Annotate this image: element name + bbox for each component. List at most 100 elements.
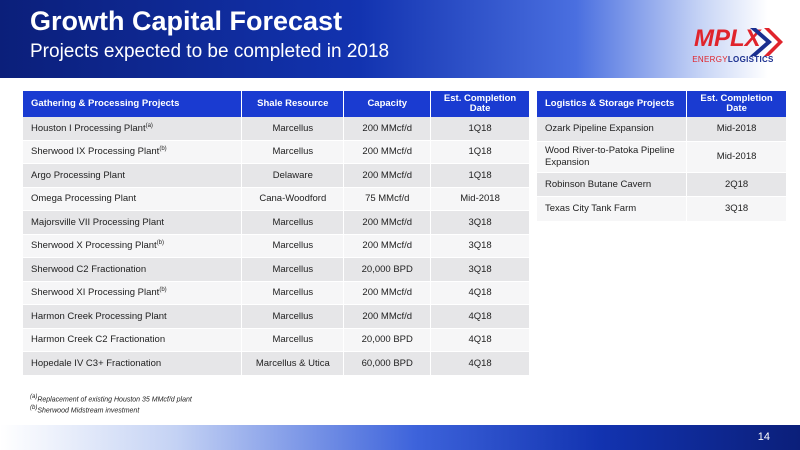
footnote-marker: (b) [156, 240, 165, 247]
project-name-cell: Sherwood IX Processing Plant(b) [23, 140, 243, 164]
shale-resource-cell: Marcellus [242, 258, 345, 282]
completion-date-cell: 3Q18 [431, 211, 530, 235]
footnote-marker: (b) [159, 287, 167, 294]
capacity-cell: 75 MMcf/d [344, 187, 432, 211]
logo-tagline-energy: ENERGY [692, 55, 728, 64]
table-row: Texas City Tank Farm 3Q18 [537, 197, 787, 222]
logistics-date-cell: 2Q18 [687, 172, 787, 197]
col-header-logistics-date: Est. Completion Date [687, 91, 787, 117]
logistics-project-cell: Wood River-to-Patoka Pipeline Expansion [537, 141, 688, 173]
footnote-a-mark: (a) [30, 394, 38, 400]
project-name: Harmon Creek Processing Plant [31, 310, 167, 322]
footnote-a: (a)Replacement of existing Houston 35 MM… [30, 393, 192, 404]
col-header-logistics-project: Logistics & Storage Projects [537, 91, 688, 117]
table-row: Robinson Butane Cavern 2Q18 [537, 172, 787, 197]
col-header-date: Est. Completion Date [431, 91, 530, 117]
capacity-cell: 200 MMcf/d [344, 117, 432, 141]
completion-date-cell: 3Q18 [431, 258, 530, 282]
col-header-shale: Shale Resource [242, 91, 345, 117]
footnote-marker: (a) [145, 122, 153, 129]
table-row: Sherwood C2 Fractionation Marcellus 20,000… [23, 258, 530, 282]
col-header-project: Gathering & Processing Projects [23, 91, 243, 117]
page-subtitle: Projects expected to be completed in 201… [30, 41, 390, 62]
capacity-cell: 200 MMcf/d [344, 234, 432, 258]
completion-date-cell: 3Q18 [431, 234, 530, 258]
completion-date-cell: 1Q18 [431, 117, 530, 141]
gathering-processing-table: Gathering & Processing Projects Shale Re… [23, 91, 530, 376]
project-name: Sherwood XI Processing Plant [31, 287, 160, 299]
project-name-cell: Harmon Creek Processing Plant [23, 305, 243, 329]
table-row: Harmon Creek C2 Fractionation Marcellus 20… [23, 328, 530, 352]
table-row: Argo Processing Plant Delaware 200 MMcf/d 1… [23, 164, 530, 188]
header-banner: Growth Capital Forecast Projects expecte… [0, 0, 800, 78]
mplx-logo: MPLX [694, 25, 783, 56]
footnote-b-mark: (b) [30, 405, 38, 412]
logistics-project-cell: Texas City Tank Farm [537, 197, 688, 222]
logistics-date-cell: Mid-2018 [687, 117, 787, 142]
capacity-cell: 60,000 BPD [344, 352, 432, 376]
shale-resource-cell: Marcellus [242, 234, 345, 258]
table-row: Wood River-to-Patoka Pipeline Expansion M… [537, 141, 787, 173]
logo-chevron-red [764, 28, 783, 56]
completion-date-cell: 4Q18 [431, 305, 530, 329]
footnote-marker: (b) [159, 146, 167, 153]
capacity-cell: 200 MMcf/d [344, 211, 432, 235]
project-name-cell: Omega Processing Plant [23, 187, 243, 211]
logo-tagline-logistics: LOGISTICS [727, 55, 774, 64]
logistics-project-cell: Robinson Butane Cavern [537, 172, 688, 197]
completion-date-cell: 1Q18 [431, 164, 530, 188]
project-name: Omega Processing Plant [31, 193, 137, 205]
logistics-date-cell: 3Q18 [687, 197, 787, 222]
shale-resource-cell: Marcellus [242, 117, 345, 141]
project-name: Hopedale IV C3+ Fractionation [31, 357, 162, 369]
footnote-a-text: Replacement of existing Houston 35 MMcf/… [37, 396, 192, 404]
table-row: Hopedale IV C3+ Fractionation Marcellus &… [23, 352, 530, 376]
project-name-cell: Argo Processing Plant [23, 164, 243, 188]
capacity-cell: 200 MMcf/d [344, 164, 432, 188]
project-name: Sherwood C2 Fractionation [31, 263, 147, 275]
completion-date-cell: 4Q18 [431, 328, 530, 352]
capacity-cell: 200 MMcf/d [344, 140, 432, 164]
logo-wordmark: MPLX [694, 25, 763, 52]
project-name: Houston I Processing Plant [31, 122, 146, 134]
footnote-b: (b)Sherwood Midstream investment [30, 404, 192, 415]
project-name: Majorsville VII Processing Plant [31, 216, 165, 228]
project-name-cell: Sherwood X Processing Plant(b) [23, 234, 243, 258]
table-row: Omega Processing Plant Cana-Woodford 75 MM… [23, 187, 530, 211]
table-row: Majorsville VII Processing Plant Marcellu… [23, 211, 530, 235]
completion-date-cell: 4Q18 [431, 352, 530, 376]
footnote-b-text: Sherwood Midstream investment [37, 407, 140, 415]
completion-date-cell: Mid-2018 [431, 187, 530, 211]
shale-resource-cell: Marcellus [242, 328, 345, 352]
footer-banner [0, 425, 800, 450]
logo-tagline: ENERGYLOGISTICS [678, 55, 788, 64]
project-name-cell: Sherwood XI Processing Plant(b) [23, 281, 243, 305]
logistics-project-cell: Ozark Pipeline Expansion [537, 117, 688, 142]
shale-resource-cell: Delaware [242, 164, 345, 188]
page-title: Growth Capital Forecast [30, 6, 343, 36]
project-name: Argo Processing Plant [31, 169, 125, 181]
footnotes: (a)Replacement of existing Houston 35 MM… [30, 393, 192, 416]
logistics-storage-table: Logistics & Storage Projects Est. Comple… [537, 91, 787, 222]
capacity-cell: 20,000 BPD [344, 258, 432, 282]
project-name-cell: Harmon Creek C2 Fractionation [23, 328, 243, 352]
project-name: Harmon Creek C2 Fractionation [31, 334, 166, 346]
shale-resource-cell: Marcellus [242, 305, 345, 329]
completion-date-cell: 1Q18 [431, 140, 530, 164]
shale-resource-cell: Marcellus [242, 140, 345, 164]
completion-date-cell: 4Q18 [431, 281, 530, 305]
table-row: Sherwood IX Processing Plant(b) Marcellus… [23, 140, 530, 164]
logo-chevron-blue [750, 28, 772, 56]
table-row: Sherwood XI Processing Plant(b) Marcellus… [23, 281, 530, 305]
table-row: Harmon Creek Processing Plant Marcellus 20… [23, 305, 530, 329]
capacity-cell: 200 MMcf/d [344, 305, 432, 329]
project-name-cell: Hopedale IV C3+ Fractionation [23, 352, 243, 376]
table-row: Sherwood X Processing Plant(b) Marcellus 2… [23, 234, 530, 258]
project-name-cell: Houston I Processing Plant(a) [23, 117, 243, 141]
shale-resource-cell: Marcellus [242, 211, 345, 235]
shale-resource-cell: Marcellus [242, 281, 345, 305]
capacity-cell: 200 MMcf/d [344, 281, 432, 305]
logistics-date-cell: Mid-2018 [687, 141, 787, 173]
project-name: Sherwood X Processing Plant [31, 240, 157, 252]
capacity-cell: 20,000 BPD [344, 328, 432, 352]
